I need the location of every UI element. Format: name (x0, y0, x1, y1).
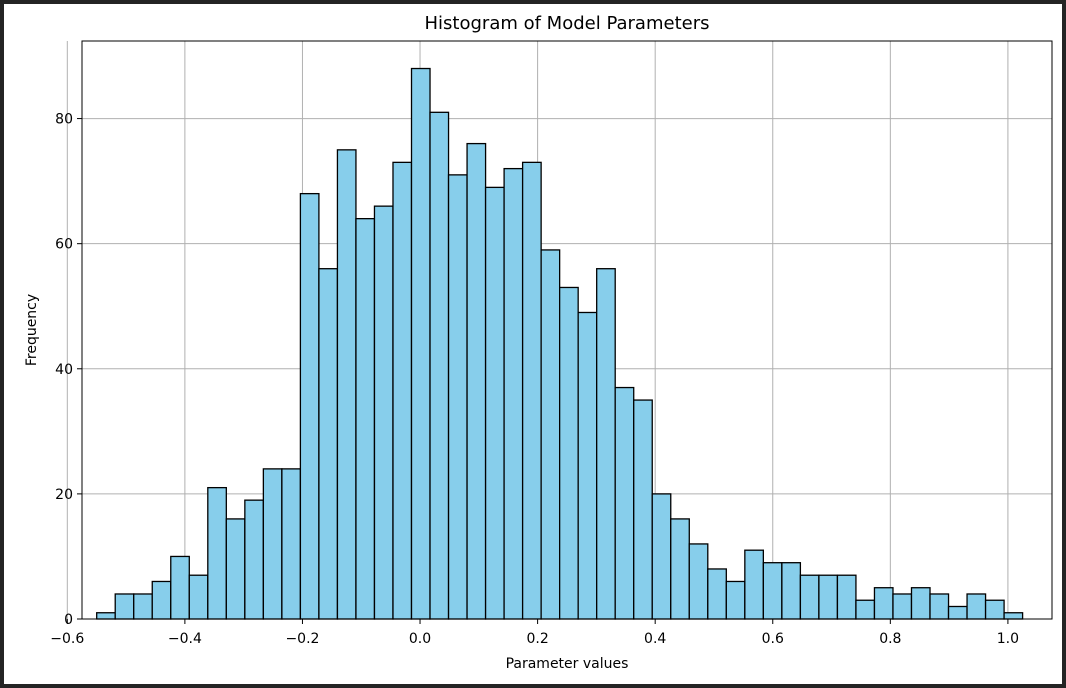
histogram-bar (336, 149, 357, 620)
histogram-bar (910, 587, 931, 620)
x-ticks: −0.6 −0.4 −0.2 0.0 0.2 0.4 0.6 0.8 1.0 (50, 619, 1019, 647)
histogram-bar (96, 612, 116, 620)
x-tick-label: 0.8 (879, 631, 901, 647)
y-tick-label: 60 (55, 237, 73, 253)
x-tick-label: −0.6 (50, 631, 84, 647)
histogram-bar (651, 493, 672, 620)
histogram-bar (596, 268, 616, 620)
histogram-bar (818, 574, 839, 620)
histogram-bar (892, 593, 913, 620)
histogram-bar (781, 562, 802, 620)
histogram-bar (225, 518, 246, 620)
x-tick-label: 0.6 (762, 631, 784, 647)
plot-frame (81, 40, 1053, 620)
histogram-bar (744, 549, 765, 620)
histogram-bar (466, 142, 487, 620)
histogram-bar (688, 543, 709, 620)
histogram-bar (633, 399, 653, 620)
histogram-bar (503, 167, 524, 620)
x-tick-label: 0.0 (409, 631, 431, 647)
histogram-bar (947, 605, 968, 620)
histogram-bar (207, 486, 227, 620)
histogram-bar (244, 499, 265, 620)
x-tick-label: 1.0 (997, 631, 1019, 647)
y-tick-label: 0 (64, 612, 73, 628)
histogram-bar (799, 574, 820, 620)
histogram-bar (355, 218, 376, 620)
histogram-bar (299, 192, 320, 620)
histogram-chart: −0.6 −0.4 −0.2 0.0 0.2 0.4 0.6 0.8 1.0 0 20 40 60 80… (24, 13, 1053, 672)
histogram-bar (484, 186, 505, 620)
histogram-bar (966, 593, 987, 620)
y-ticks: 0 20 40 60 80 (55, 112, 82, 628)
histogram-bar (447, 174, 468, 620)
histogram-bar (429, 111, 450, 620)
y-axis-label: Frequency (24, 294, 40, 366)
histogram-bar (873, 587, 894, 620)
histogram-bar (114, 593, 135, 620)
histogram-bar (188, 574, 209, 620)
histogram-bar (855, 599, 876, 620)
histogram-bar (262, 468, 283, 620)
bars (96, 67, 1024, 620)
histogram-bar (540, 249, 561, 620)
histogram-bar (133, 593, 153, 620)
histogram-bar (984, 599, 1005, 620)
x-axis-label: Parameter values (506, 656, 629, 672)
histogram-bar (410, 67, 431, 620)
y-tick-label: 40 (55, 362, 73, 378)
y-tick-label: 80 (55, 112, 73, 128)
histogram-bar (1003, 612, 1024, 620)
histogram-bar (281, 468, 302, 620)
histogram-bar (151, 580, 172, 620)
histogram-bar (725, 580, 746, 620)
histogram-bar (836, 574, 857, 620)
figure: −0.6 −0.4 −0.2 0.0 0.2 0.4 0.6 0.8 1.0 0 20 40 60 80… (4, 4, 1062, 684)
histogram-bar (577, 311, 598, 620)
histogram-bar (373, 205, 394, 620)
histogram-bar (707, 568, 727, 620)
histogram-bar (559, 286, 579, 620)
histogram-bar (170, 555, 190, 620)
histogram-bar (670, 518, 690, 620)
x-tick-label: 0.4 (644, 631, 666, 647)
y-tick-label: 20 (55, 487, 73, 503)
chart-title: Histogram of Model Parameters (425, 13, 710, 34)
histogram-bar (929, 593, 950, 620)
x-tick-label: 0.2 (526, 631, 548, 647)
x-tick-label: −0.2 (285, 631, 319, 647)
x-tick-label: −0.4 (168, 631, 202, 647)
histogram-bar (614, 386, 635, 620)
histogram-bar (762, 562, 783, 620)
histogram-bar (521, 161, 542, 620)
histogram-bar (392, 161, 413, 620)
histogram-bar (318, 268, 339, 620)
